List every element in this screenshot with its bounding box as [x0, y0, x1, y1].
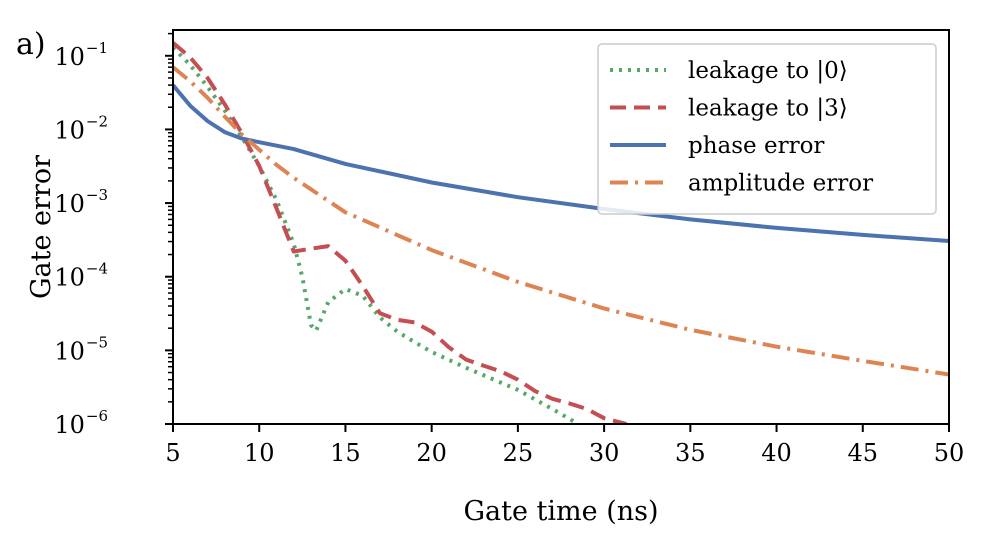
x-tick-label: 30 [589, 439, 620, 467]
x-tick-label: 5 [165, 439, 180, 467]
series-layer [173, 41, 949, 424]
x-axis-label: Gate time (ns) [463, 496, 658, 527]
y-axis-label: Gate error [26, 155, 57, 299]
series-line-0 [173, 46, 580, 424]
x-tick-label: 10 [244, 439, 275, 467]
y-tick-label: 10−5 [54, 333, 108, 365]
panel-label: a) [16, 27, 46, 62]
y-tick-label: 10−2 [54, 112, 108, 144]
x-tick-label: 25 [503, 439, 534, 467]
legend-label-2: phase error [688, 133, 824, 159]
x-tick-label: 40 [761, 439, 792, 467]
y-tick-label: 10−3 [54, 186, 108, 218]
legend-label-0: leakage to |0⟩ [688, 58, 848, 84]
y-tick-label: 10−1 [54, 39, 108, 71]
y-tick-label: 10−6 [54, 407, 108, 439]
axes-frame [172, 29, 950, 425]
x-tick-label: 15 [330, 439, 361, 467]
legend: leakage to |0⟩ leakage to |3⟩ phase error a… [597, 43, 937, 215]
legend-label-3: amplitude error [688, 171, 873, 197]
x-tick-label: 20 [416, 439, 447, 467]
y-tick-label: 10−4 [54, 260, 108, 292]
x-tick-label: 35 [675, 439, 706, 467]
series-line-3 [173, 65, 949, 377]
ticks-layer: 5 10 15 20 25 30 35 40 45 50 10−1 10−2 10−3 10−4 10−5 1… [54, 32, 965, 467]
legend-frame [597, 43, 937, 215]
x-tick-label: 50 [934, 439, 965, 467]
series-line-2 [173, 83, 949, 243]
plot-area: 5 10 15 20 25 30 35 40 45 50 10−1 10−2 10−3 10−4 10−5 1… [54, 29, 965, 467]
x-tick-label: 45 [848, 439, 879, 467]
series-line-1 [173, 41, 628, 424]
legend-label-1: leakage to |3⟩ [688, 96, 848, 122]
